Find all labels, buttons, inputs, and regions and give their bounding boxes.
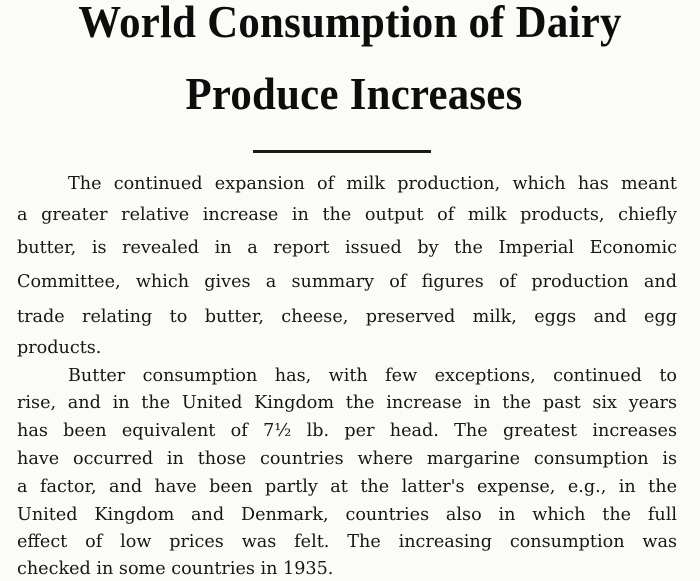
text-line: a greater relative increase in the outpu… xyxy=(17,205,677,225)
text-line: a factor, and have been partly at the la… xyxy=(17,477,677,497)
text-line: has been equivalent of 7½ lb. per head. … xyxy=(17,421,677,441)
headline-line-2: Produce Increases xyxy=(185,68,523,119)
title-divider xyxy=(253,150,431,153)
text-line: products. xyxy=(17,338,102,358)
text-line: rise, and in the United Kingdom the incr… xyxy=(17,393,677,413)
headline-line-1: World Consumption of Dairy xyxy=(78,0,622,47)
text-line: checked in some countries in 1935. xyxy=(17,559,334,579)
text-line: Butter consumption has, with few excepti… xyxy=(68,366,677,386)
text-line: Committee, which gives a summary of figu… xyxy=(17,272,677,292)
text-line: butter, is revealed in a report issued b… xyxy=(17,238,677,258)
text-line: effect of low prices was felt. The incre… xyxy=(17,532,677,552)
text-line: have occurred in those countries where m… xyxy=(17,449,677,469)
text-line: The continued expansion of milk producti… xyxy=(68,174,677,194)
text-line: United Kingdom and Denmark, countries al… xyxy=(17,505,677,525)
text-line: trade relating to butter, cheese, preser… xyxy=(17,307,677,327)
